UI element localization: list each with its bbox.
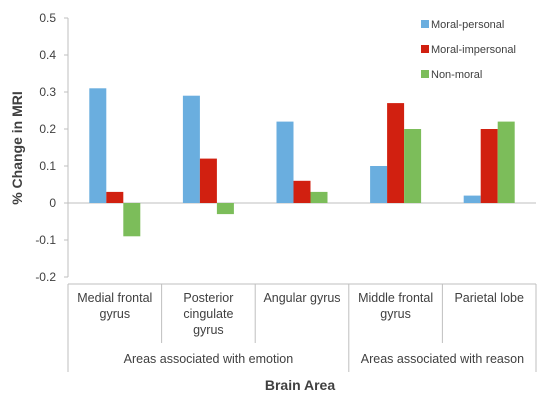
category-labels: Medial frontal gyrus Posterior cingulate gyr…	[77, 291, 524, 337]
bar-moral-impersonal	[293, 180, 311, 203]
legend-swatch	[421, 45, 429, 53]
bar-moral-impersonal	[106, 191, 124, 203]
chart-axes	[67, 18, 537, 372]
category-label: Angular gyrus	[263, 291, 340, 305]
bar-moral-personal	[182, 95, 200, 203]
bar-moral-impersonal	[387, 103, 405, 203]
category-label: Middle frontal gyrus	[358, 291, 433, 321]
bar-moral-impersonal	[199, 158, 217, 203]
legend-swatch	[421, 20, 429, 28]
category-label: Medial frontal gyrus	[77, 291, 152, 321]
group-label: Areas associated with emotion	[124, 352, 294, 366]
y-tick-label: 0.5	[39, 11, 56, 25]
group-labels: Areas associated with emotion Areas assoc…	[124, 352, 524, 366]
bar-non-moral	[123, 203, 141, 237]
category-label: Posterior cingulate gyrus	[183, 291, 233, 337]
y-tick-label: 0.3	[39, 85, 56, 99]
y-tick-label: 0.4	[39, 48, 56, 62]
legend-swatch	[421, 70, 429, 78]
y-tick-label: -0.1	[35, 233, 56, 247]
y-axis-ticks: 0.5 0.4 0.3 0.2 0.1 0 -0.1 -0.2	[35, 11, 68, 284]
legend-label: Moral-personal	[431, 19, 504, 31]
bar-non-moral	[216, 203, 234, 215]
x-axis-label: Brain Area	[265, 377, 336, 393]
y-tick-label: -0.2	[35, 270, 56, 284]
group-label: Areas associated with reason	[361, 352, 524, 366]
bar-moral-personal	[370, 166, 388, 203]
legend-label: Moral-impersonal	[431, 44, 516, 56]
y-tick-label: 0.1	[39, 159, 56, 173]
bar-non-moral	[310, 191, 328, 203]
y-tick-label: 0	[49, 196, 56, 210]
y-axis-label: % Change in MRI	[9, 91, 25, 205]
bar-moral-personal	[463, 195, 481, 203]
bar-non-moral	[404, 129, 422, 203]
category-label: Parietal lobe	[454, 291, 524, 305]
bar-moral-personal	[276, 121, 294, 203]
legend: Moral-personal Moral-impersonal Non-moral	[421, 19, 516, 81]
chart-bars	[89, 88, 515, 237]
bar-moral-impersonal	[480, 129, 498, 203]
y-tick-label: 0.2	[39, 122, 56, 136]
bar-non-moral	[497, 121, 515, 203]
bar-moral-personal	[89, 88, 107, 203]
legend-label: Non-moral	[431, 69, 482, 81]
